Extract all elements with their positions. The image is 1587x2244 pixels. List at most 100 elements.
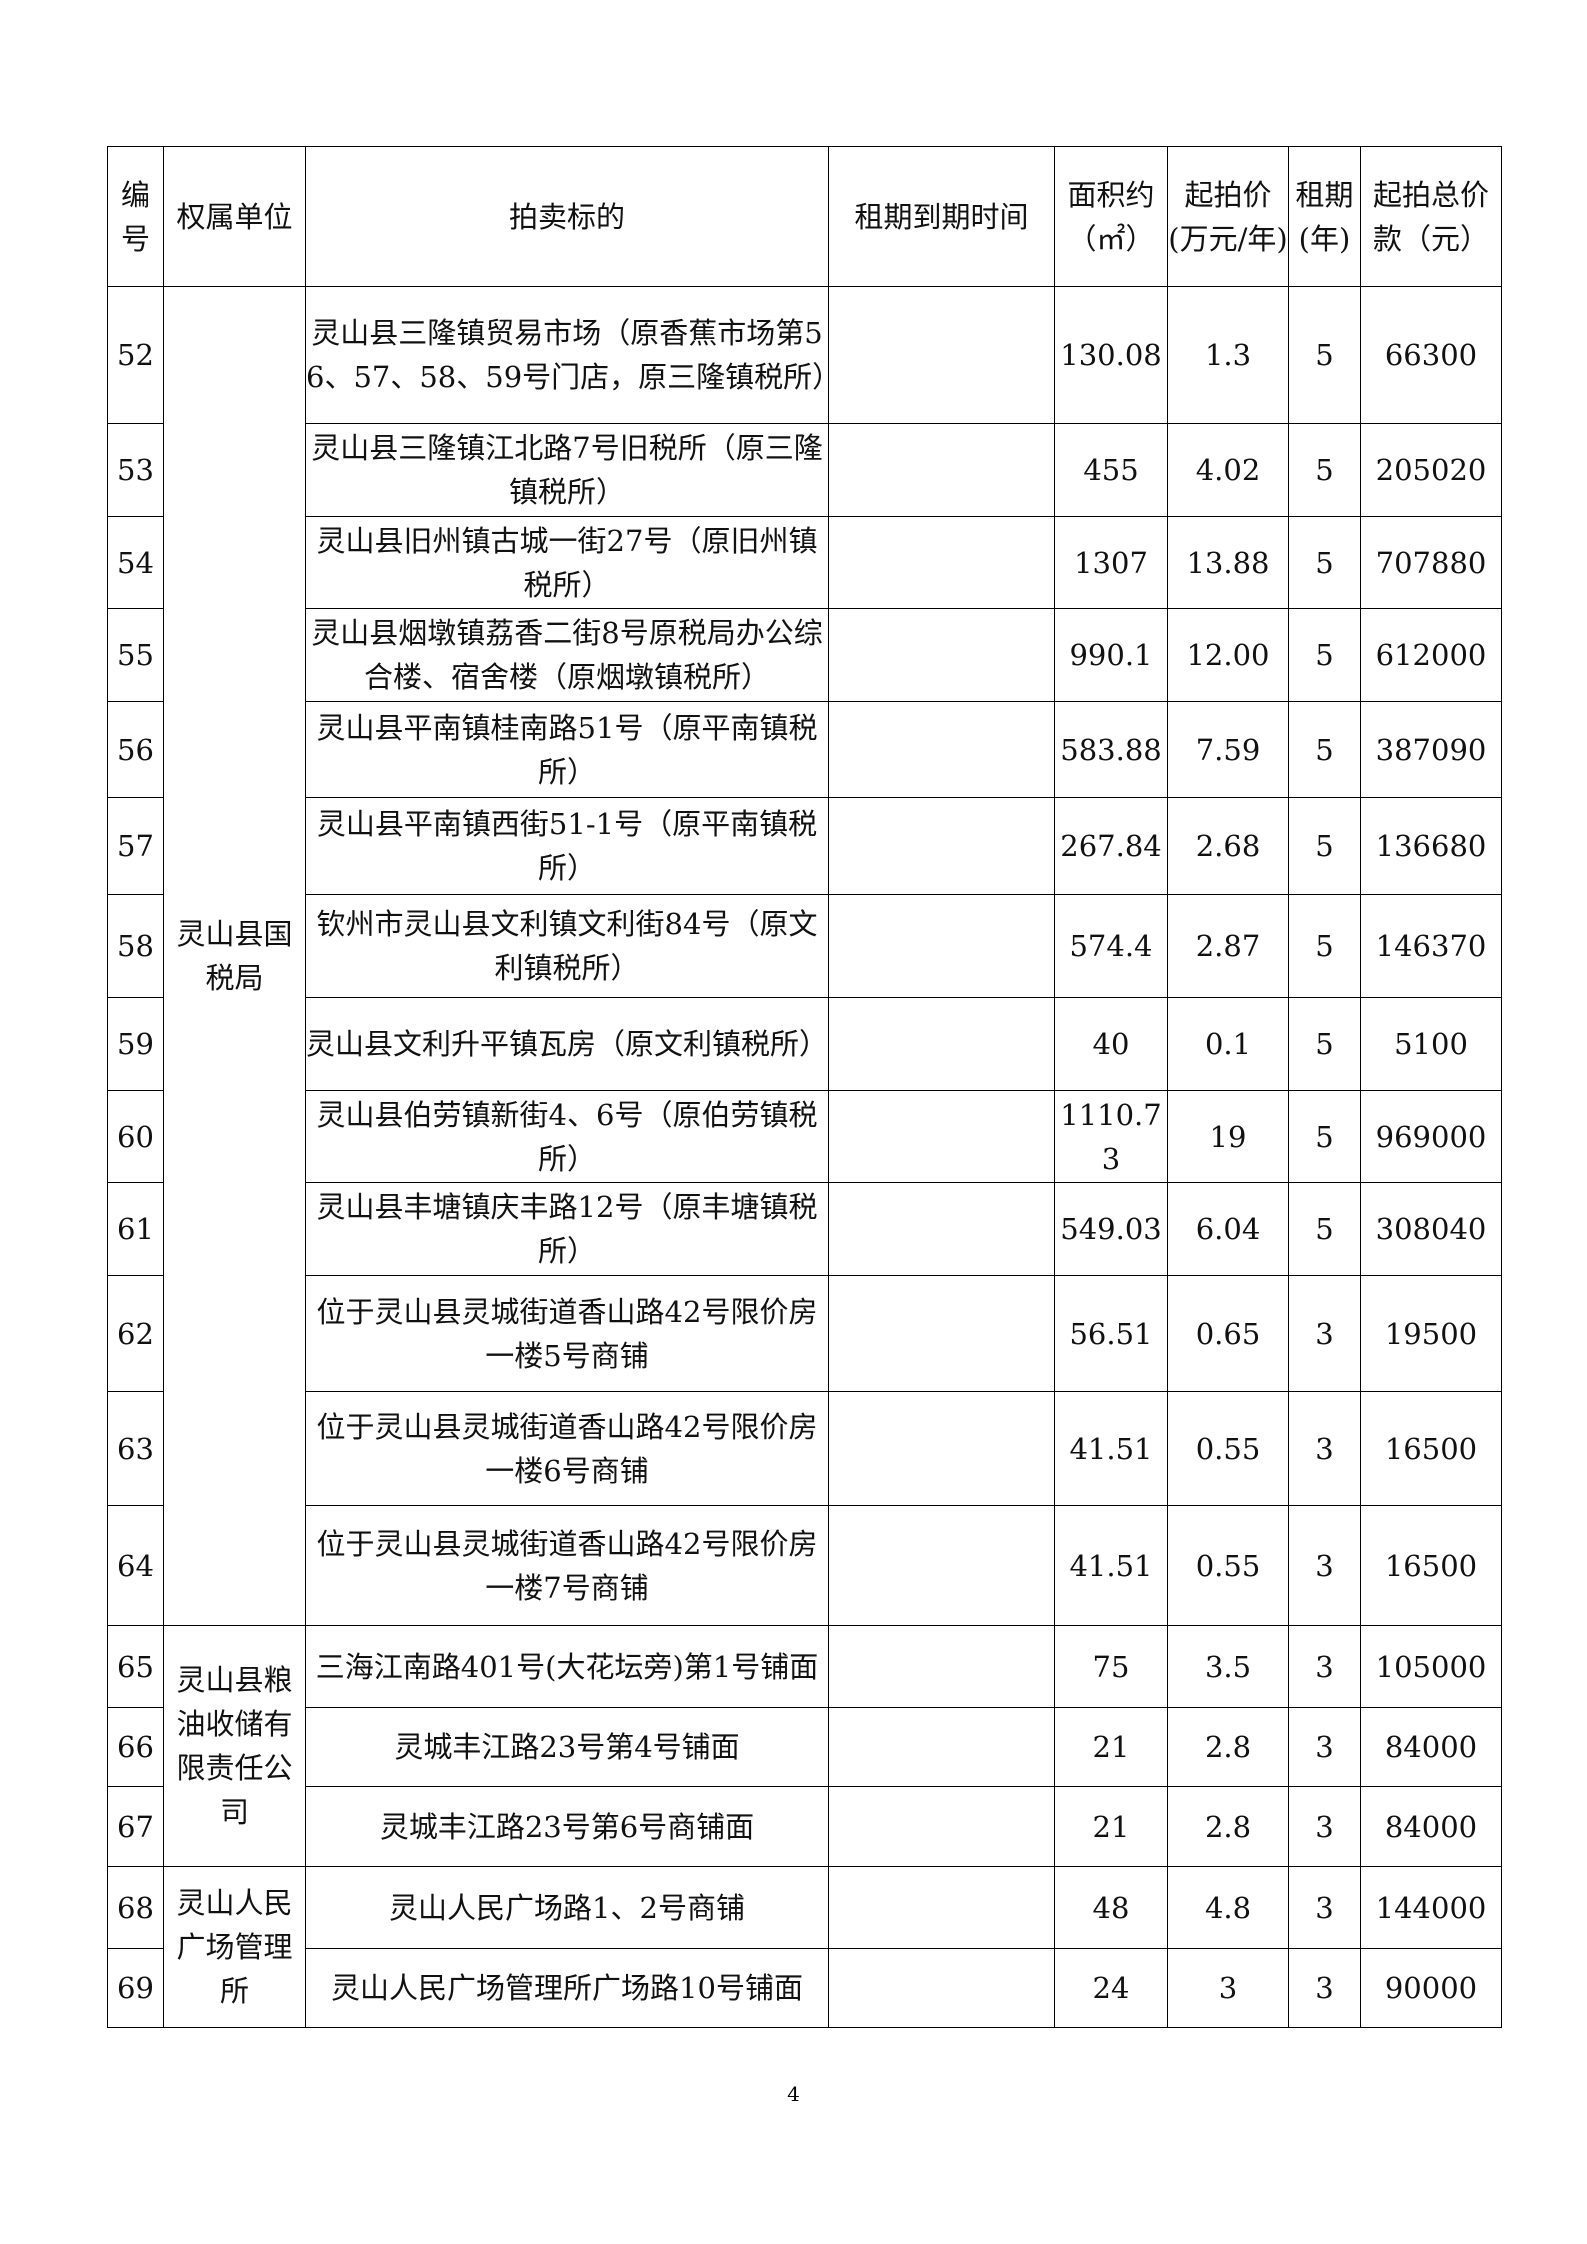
expiry-cell — [828, 997, 1055, 1091]
value-cell: 387090 — [1360, 701, 1502, 798]
number-cell: 65 — [107, 1625, 164, 1708]
number-cell: 59 — [107, 997, 164, 1091]
value-cell: 5 — [1288, 608, 1361, 702]
number-cell: 67 — [107, 1786, 164, 1867]
value-cell: 0.1 — [1167, 997, 1289, 1091]
value-cell: 3 — [1288, 1275, 1361, 1392]
value-cell: 2.68 — [1167, 797, 1289, 895]
value-cell: 16500 — [1360, 1391, 1502, 1506]
expiry-cell — [828, 1866, 1055, 1949]
row: 68 灵山人民广场管理所 灵山人民广场路1、2号商铺 48 4.8 3 144000 — [107, 1866, 1502, 2028]
value-cell: 146370 — [1360, 894, 1502, 998]
expiry-cell — [828, 701, 1055, 798]
value-cell: 41.51 — [1054, 1391, 1168, 1506]
expiry-cell — [828, 286, 1055, 424]
number-cell: 54 — [107, 516, 164, 609]
row: 54 灵山县旧州镇古城一街27号（原旧州镇税所） 1307 13.88 5 707880 — [107, 516, 1502, 609]
value-cell: 5 — [1288, 1182, 1361, 1276]
value-cell: 130.08 — [1054, 286, 1168, 424]
value-cell: 5 — [1288, 797, 1361, 895]
value-cell: 612000 — [1360, 608, 1502, 702]
value-cell: 144000 — [1360, 1866, 1502, 1949]
value-cell: 0.55 — [1167, 1391, 1289, 1506]
value-cell: 84000 — [1360, 1707, 1502, 1787]
header-cell: 租期(年) — [1288, 146, 1361, 287]
value-cell: 5 — [1288, 894, 1361, 998]
value-cell: 574.4 — [1054, 894, 1168, 998]
value-cell: 40 — [1054, 997, 1168, 1091]
number-cell: 52 — [107, 286, 164, 424]
header-cell: 拍卖标的 — [305, 146, 829, 287]
row: 53 灵山县三隆镇江北路7号旧税所（原三隆镇税所） 455 4.02 5 205020 — [107, 423, 1502, 517]
value-cell: 455 — [1054, 423, 1168, 517]
subject-cell: 灵山县平南镇西街51-1号（原平南镇税所） — [305, 797, 829, 895]
row: 52 灵山县国税局 灵山县三隆镇贸易市场（原香蕉市场第56、57、58、59号门店，… — [107, 286, 1502, 1626]
subject-cell: 位于灵山县灵城街道香山路42号限价房一楼7号商铺 — [305, 1505, 829, 1626]
subject-cell: 三海江南路401号(大花坛旁)第1号铺面 — [305, 1625, 829, 1708]
value-cell: 583.88 — [1054, 701, 1168, 798]
value-cell: 12.00 — [1167, 608, 1289, 702]
row: 66 灵城丰江路23号第4号铺面 21 2.8 3 84000 — [107, 1707, 1502, 1787]
value-cell: 21 — [1054, 1707, 1168, 1787]
number-cell: 61 — [107, 1182, 164, 1276]
value-cell: 2.8 — [1167, 1786, 1289, 1867]
subject-cell: 位于灵山县灵城街道香山路42号限价房一楼6号商铺 — [305, 1391, 829, 1506]
row: 67 灵城丰江路23号第6号商铺面 21 2.8 3 84000 — [107, 1786, 1502, 1867]
expiry-cell — [828, 1948, 1055, 2028]
subject-cell: 钦州市灵山县文利镇文利街84号（原文利镇税所） — [305, 894, 829, 998]
number-cell: 63 — [107, 1391, 164, 1506]
value-cell: 4.8 — [1167, 1866, 1289, 1949]
subject-cell: 灵山县烟墩镇荔香二街8号原税局办公综合楼、宿舍楼（原烟墩镇税所） — [305, 608, 829, 702]
value-cell: 3 — [1288, 1948, 1361, 2028]
value-cell: 969000 — [1360, 1090, 1502, 1183]
value-cell: 2.87 — [1167, 894, 1289, 998]
expiry-cell — [828, 516, 1055, 609]
row: 69 灵山人民广场管理所广场路10号铺面 24 3 3 90000 — [107, 1948, 1502, 2028]
subject-cell: 灵山人民广场管理所广场路10号铺面 — [305, 1948, 829, 2028]
value-cell: 21 — [1054, 1786, 1168, 1867]
number-cell: 53 — [107, 423, 164, 517]
subject-cell: 灵山县丰塘镇庆丰路12号（原丰塘镇税所） — [305, 1182, 829, 1276]
header-row: 编号 权属单位 拍卖标的 租期到期时间 面积约（㎡） 起拍价(万元/年) 租期(年) 起拍总价… — [107, 146, 1502, 287]
value-cell: 5 — [1288, 516, 1361, 609]
header-cell: 起拍总价款（元） — [1360, 146, 1502, 287]
header-cell: 面积约（㎡） — [1054, 146, 1168, 287]
number-cell: 58 — [107, 894, 164, 998]
number-cell: 69 — [107, 1948, 164, 2028]
value-cell: 4.02 — [1167, 423, 1289, 517]
subject-cell: 灵山人民广场路1、2号商铺 — [305, 1866, 829, 1949]
expiry-cell — [828, 1786, 1055, 1867]
value-cell: 3 — [1288, 1625, 1361, 1708]
value-cell: 0.65 — [1167, 1275, 1289, 1392]
header-cell: 租期到期时间 — [828, 146, 1055, 287]
expiry-cell — [828, 1182, 1055, 1276]
header-cell: 起拍价(万元/年) — [1167, 146, 1289, 287]
expiry-cell — [828, 608, 1055, 702]
value-cell: 136680 — [1360, 797, 1502, 895]
number-cell: 55 — [107, 608, 164, 702]
expiry-cell — [828, 1090, 1055, 1183]
value-cell: 6.04 — [1167, 1182, 1289, 1276]
row: 57 灵山县平南镇西街51-1号（原平南镇税所） 267.84 2.68 5 136680 — [107, 797, 1502, 895]
page-number: 4 — [787, 2082, 800, 2106]
value-cell: 990.1 — [1054, 608, 1168, 702]
value-cell: 5 — [1288, 997, 1361, 1091]
value-cell: 1110.73 — [1054, 1090, 1168, 1183]
value-cell: 3 — [1288, 1707, 1361, 1787]
row: 59 灵山县文利升平镇瓦房（原文利镇税所） 40 0.1 5 5100 — [107, 997, 1502, 1091]
expiry-cell — [828, 894, 1055, 998]
header-cell: 编号 — [107, 146, 164, 287]
value-cell: 5 — [1288, 423, 1361, 517]
value-cell: 3 — [1288, 1786, 1361, 1867]
value-cell: 3 — [1288, 1505, 1361, 1626]
value-cell: 0.55 — [1167, 1505, 1289, 1626]
value-cell: 3 — [1288, 1391, 1361, 1506]
value-cell: 549.03 — [1054, 1182, 1168, 1276]
value-cell: 16500 — [1360, 1505, 1502, 1626]
auction-table: 编号 权属单位 拍卖标的 租期到期时间 面积约（㎡） 起拍价(万元/年) 租期(年) 起拍总价… — [107, 146, 1502, 2028]
row: 56 灵山县平南镇桂南路51号（原平南镇税所） 583.88 7.59 5 387090 — [107, 701, 1502, 798]
value-cell: 13.88 — [1167, 516, 1289, 609]
value-cell: 48 — [1054, 1866, 1168, 1949]
expiry-cell — [828, 1707, 1055, 1787]
number-cell: 57 — [107, 797, 164, 895]
